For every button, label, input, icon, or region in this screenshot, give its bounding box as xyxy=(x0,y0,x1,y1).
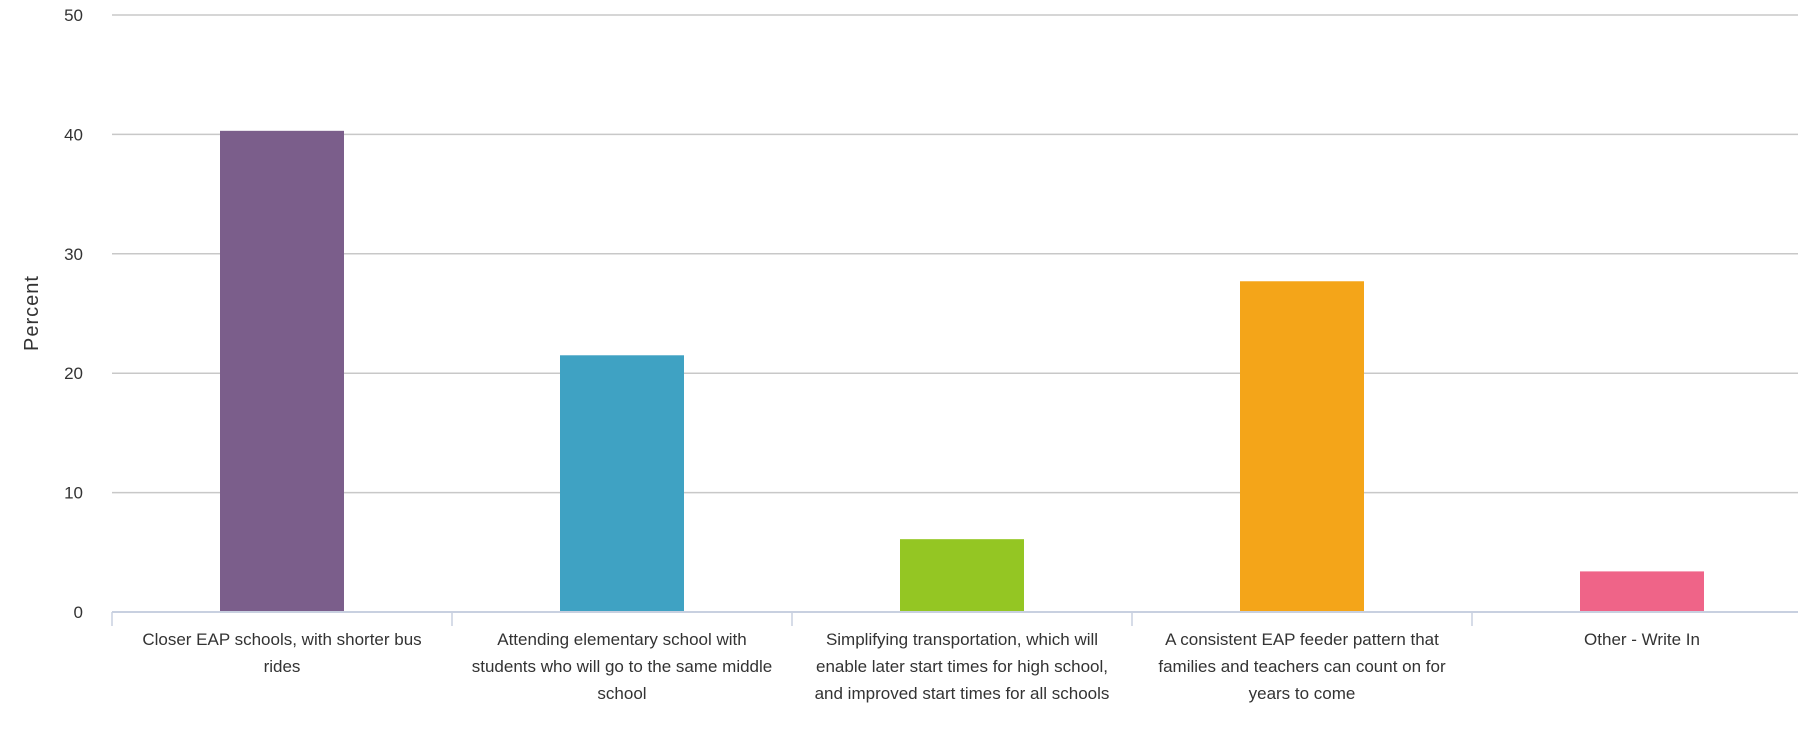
x-category-label: Closer EAP schools, with shorter bus rid… xyxy=(142,630,422,676)
x-axis xyxy=(111,611,1798,626)
x-category-label: Attending elementary school with student… xyxy=(471,630,773,703)
y-axis-label: Percent xyxy=(21,275,43,351)
x-category-label: Other - Write In xyxy=(1584,630,1700,649)
x-category-label: A consistent EAP feeder pattern that fam… xyxy=(1158,630,1446,703)
bars xyxy=(220,130,1704,612)
bar xyxy=(1240,281,1364,612)
bar xyxy=(1580,571,1704,612)
bar xyxy=(560,355,684,612)
y-tick-label: 20 xyxy=(64,364,83,383)
y-axis-ticks: 0 10 20 30 40 50 xyxy=(64,6,83,622)
y-tick-label: 10 xyxy=(64,484,83,503)
y-tick-label: 50 xyxy=(64,6,83,25)
gridlines xyxy=(112,14,1798,613)
x-category-label: Simplifying transportation, which will e… xyxy=(814,630,1110,703)
bar xyxy=(220,130,344,612)
bar xyxy=(900,539,1024,612)
y-tick-label: 40 xyxy=(64,125,83,144)
y-tick-label: 30 xyxy=(64,245,83,264)
y-tick-label: 0 xyxy=(74,603,83,622)
